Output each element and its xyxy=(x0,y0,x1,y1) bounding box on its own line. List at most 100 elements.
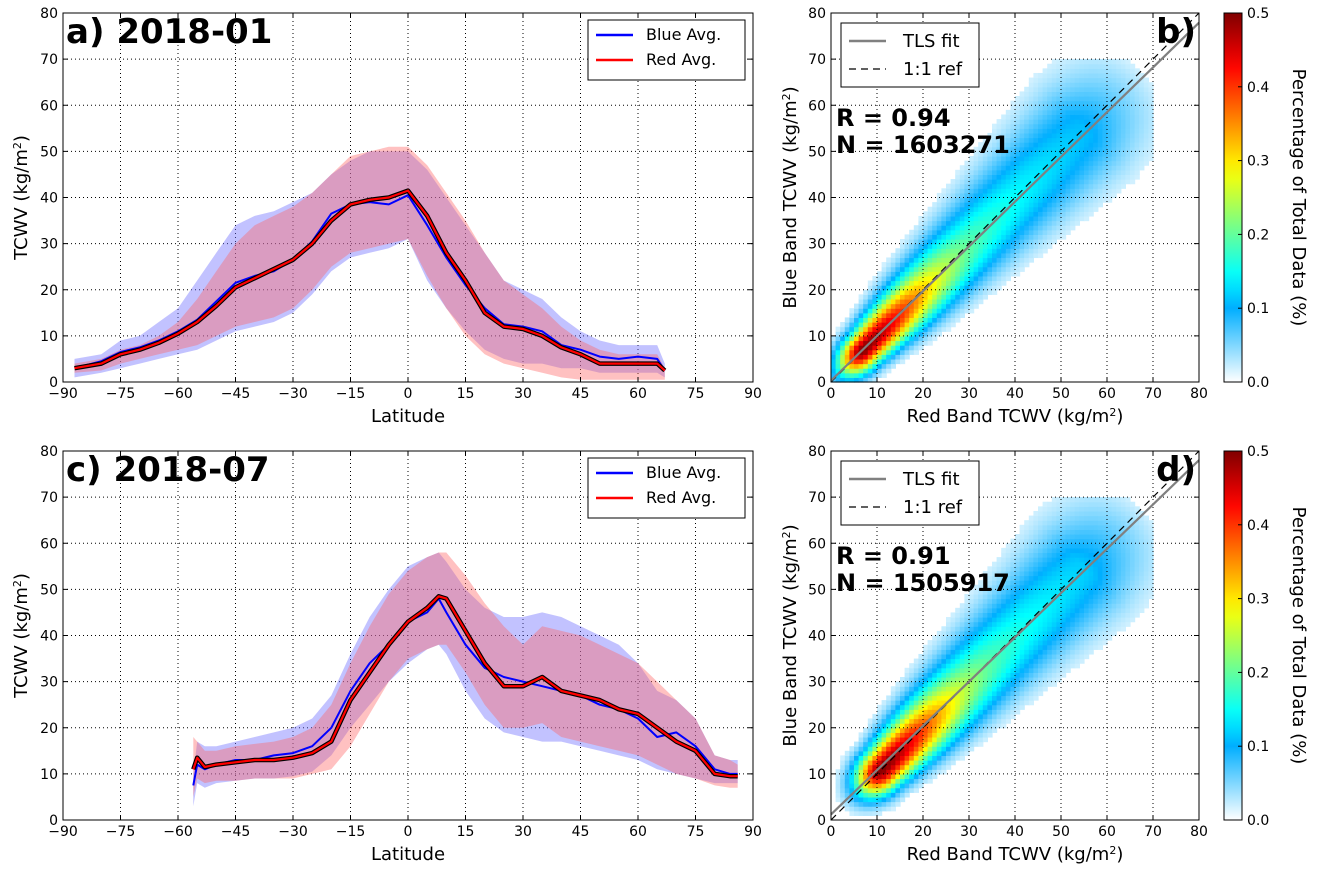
heatmap-cell xyxy=(1097,155,1103,162)
heatmap-cell xyxy=(978,169,984,176)
heatmap-cell xyxy=(1134,165,1140,171)
heatmap-cell xyxy=(978,179,984,185)
heatmap-cell xyxy=(844,335,850,342)
heatmap-cell xyxy=(1065,658,1071,664)
heatmap-cell xyxy=(1102,72,1108,79)
heatmap-cell xyxy=(854,368,860,374)
heatmap-cell xyxy=(1015,686,1021,692)
heatmap-cell xyxy=(909,718,915,724)
heatmap-cell xyxy=(1038,132,1044,139)
heatmap-cell xyxy=(886,801,892,807)
heatmap-cell xyxy=(863,372,869,378)
heatmap-cell xyxy=(964,183,970,189)
heatmap-cell xyxy=(996,275,1002,282)
heatmap-cell xyxy=(955,695,961,701)
heatmap-cell xyxy=(973,211,979,217)
heatmap-cell xyxy=(881,806,887,812)
heatmap-cell xyxy=(1010,128,1016,134)
heatmap-cell xyxy=(1111,603,1117,609)
heatmap-cell xyxy=(1088,96,1094,102)
heatmap-cell xyxy=(913,736,919,743)
heatmap-cell xyxy=(1033,653,1039,660)
heatmap-cell xyxy=(969,644,975,650)
heatmap-cell xyxy=(973,640,979,646)
heatmap-cell xyxy=(895,801,901,807)
heatmap-cell xyxy=(1051,229,1057,235)
heatmap-cell xyxy=(932,649,938,655)
heatmap-cell xyxy=(881,787,887,793)
heatmap-cell xyxy=(1019,584,1025,590)
heatmap-cell xyxy=(936,658,942,664)
heatmap-cell xyxy=(840,787,846,793)
heatmap-cell xyxy=(978,197,984,203)
heatmap-cell xyxy=(890,727,896,733)
heatmap-cell xyxy=(895,709,901,715)
heatmap-cell xyxy=(955,317,961,323)
heatmap-cell xyxy=(1005,649,1011,655)
heatmap-cell xyxy=(1074,617,1080,623)
heatmap-cell xyxy=(1065,630,1071,637)
heatmap-cell xyxy=(982,640,988,646)
heatmap-cell xyxy=(1130,538,1136,544)
heatmap-cell xyxy=(955,211,961,217)
heatmap-cell xyxy=(1051,617,1057,623)
heatmap-cell xyxy=(1065,192,1071,199)
heatmap-cell xyxy=(1024,543,1030,549)
heatmap-cell xyxy=(1005,570,1011,577)
y-tick-label: 80 xyxy=(40,444,58,460)
colorbar-tick-label: 0.3 xyxy=(1247,154,1269,170)
heatmap-cell xyxy=(1015,589,1021,595)
heatmap-cell xyxy=(955,303,961,309)
heatmap-cell xyxy=(1134,593,1140,600)
heatmap-cell xyxy=(1001,677,1007,683)
heatmap-cell xyxy=(831,358,837,365)
heatmap-cell xyxy=(913,677,919,683)
heatmap-cell xyxy=(973,197,979,203)
heatmap-cell xyxy=(1024,119,1030,125)
heatmap-cell xyxy=(1097,524,1103,530)
heatmap-cell xyxy=(927,248,933,254)
heatmap-cell xyxy=(1120,151,1126,157)
heatmap-cell xyxy=(1070,635,1076,641)
heatmap-cell xyxy=(969,206,975,212)
heatmap-cell xyxy=(877,727,883,733)
heatmap-cell xyxy=(1093,598,1099,604)
heatmap-cell xyxy=(913,257,919,263)
heatmap-cell xyxy=(1130,137,1136,143)
heatmap-cell xyxy=(950,630,956,637)
heatmap-cell xyxy=(1015,690,1021,697)
heatmap-cell xyxy=(936,234,942,240)
heatmap-cell xyxy=(950,653,956,660)
heatmap-cell xyxy=(1070,86,1076,92)
heatmap-cell xyxy=(1130,114,1136,120)
heatmap-cell xyxy=(964,225,970,231)
heatmap-cell xyxy=(1047,538,1053,544)
heatmap-cell xyxy=(1088,211,1094,217)
heatmap-cell xyxy=(1093,593,1099,600)
heatmap-cell xyxy=(881,723,887,729)
heatmap-cell xyxy=(1116,617,1122,623)
heatmap-cell xyxy=(1088,603,1094,609)
heatmap-cell xyxy=(964,234,970,240)
heatmap-cell xyxy=(1056,557,1062,563)
heatmap-cell xyxy=(1024,649,1030,655)
heatmap-cell xyxy=(1116,142,1122,148)
heatmap-cell xyxy=(992,704,998,710)
heatmap-cell xyxy=(1065,132,1071,139)
heatmap-cell xyxy=(987,146,993,152)
heatmap-cell xyxy=(909,760,915,766)
heatmap-cell xyxy=(1051,165,1057,171)
heatmap-cell xyxy=(1024,538,1030,544)
heatmap-cell xyxy=(886,326,892,332)
heatmap-cell xyxy=(1015,580,1021,586)
heatmap-cell xyxy=(1047,580,1053,586)
heatmap-cell xyxy=(964,677,970,683)
heatmap-cell xyxy=(1139,114,1145,120)
heatmap-cell xyxy=(1051,179,1057,185)
heatmap-cell xyxy=(1010,239,1016,245)
heatmap-cell xyxy=(1010,547,1016,554)
heatmap-cell xyxy=(1038,77,1044,83)
heatmap-cell xyxy=(1088,119,1094,125)
heatmap-cell xyxy=(941,275,947,282)
